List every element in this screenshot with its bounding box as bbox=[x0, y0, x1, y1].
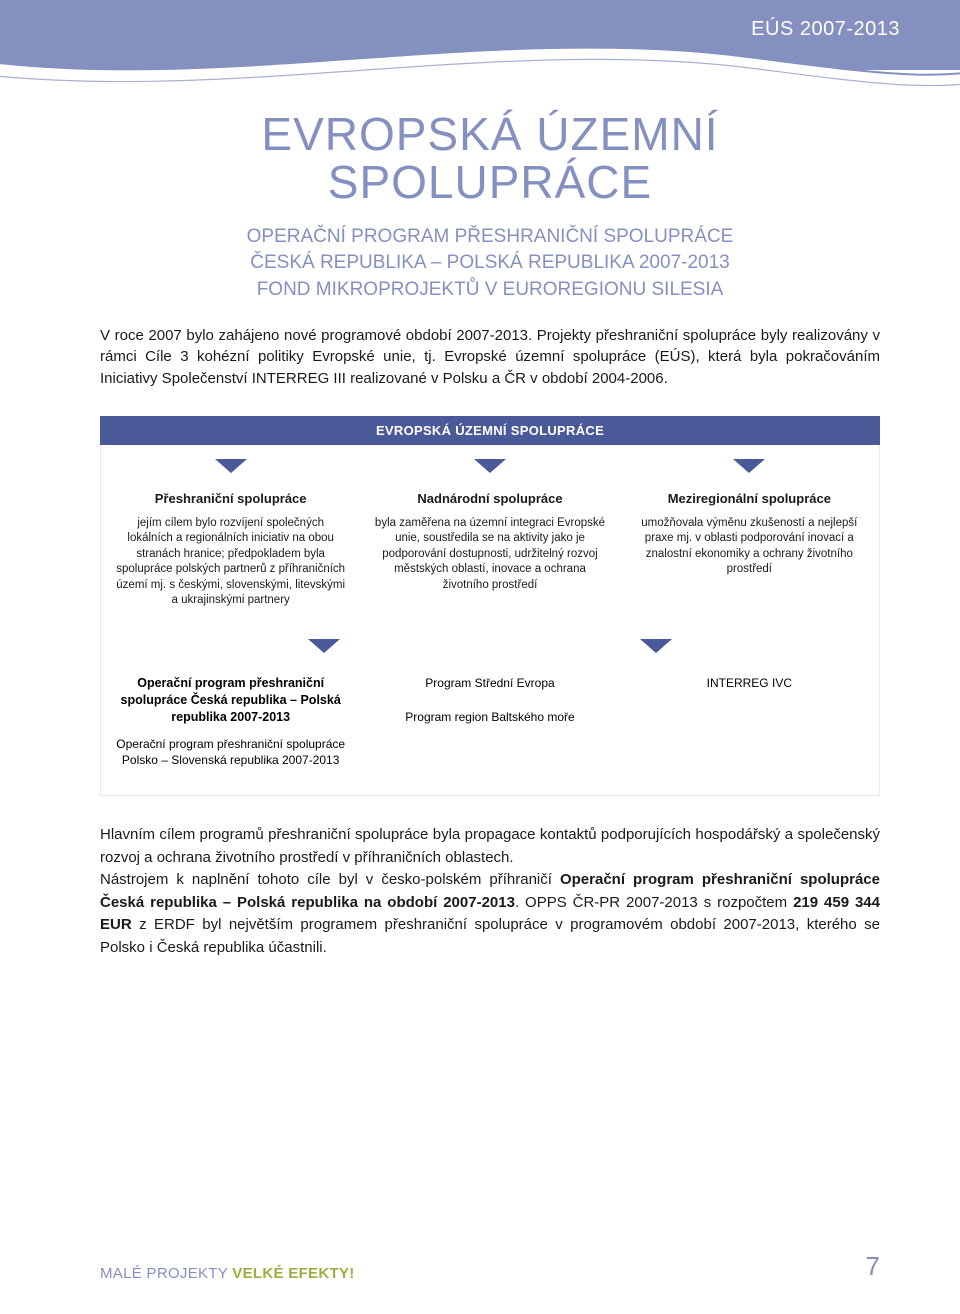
closing-p2c: . OPPS ČR-PR 2007-2013 s rozpočtem bbox=[515, 894, 793, 911]
closing-p2e: z ERDF byl největším programem přeshrani… bbox=[100, 916, 880, 956]
flow-row-1: Přeshraniční spolupráce jejím cílem bylo… bbox=[100, 483, 880, 625]
program-center-b: Program region Baltského moře bbox=[374, 709, 605, 725]
page-number: 7 bbox=[866, 1251, 880, 1282]
closing-p2: Nástrojem k naplnění tohoto cíle byl v č… bbox=[100, 869, 880, 959]
program-right: INTERREG IVC bbox=[634, 675, 865, 691]
col-body: byla zaměřena na územní integraci Evrops… bbox=[374, 516, 605, 594]
col-body: umožňovala výměnu zkušeností a nejlepší … bbox=[634, 516, 865, 578]
flow-col-programs-left: Operační program přeshraniční spolupráce… bbox=[101, 663, 360, 786]
flow-col-crossborder: Přeshraniční spolupráce jejím cílem bylo… bbox=[101, 483, 360, 625]
down-arrow-icon bbox=[640, 639, 672, 653]
flow-row-2: Operační program přeshraniční spolupráce… bbox=[100, 663, 880, 786]
footer-slogan: MALÉ PROJEKTY VELKÉ EFEKTY! bbox=[100, 1265, 355, 1282]
program-name: Operační program přeshraniční spolupráce… bbox=[115, 675, 346, 726]
header-swoosh bbox=[0, 36, 960, 106]
closing-text: Hlavním cílem programů přeshraniční spol… bbox=[100, 824, 880, 959]
flow-col-transnational: Nadnárodní spolupráce byla zaměřena na ú… bbox=[360, 483, 619, 625]
flow-header: EVROPSKÁ ÚZEMNÍ SPOLUPRÁCE bbox=[100, 416, 880, 445]
down-arrow-icon bbox=[308, 639, 340, 653]
arrow-row-2 bbox=[100, 625, 880, 663]
title-line-1: EVROPSKÁ ÚZEMNÍ bbox=[261, 108, 718, 160]
page-content: EVROPSKÁ ÚZEMNÍ SPOLUPRÁCE OPERAČNÍ PROG… bbox=[0, 110, 960, 959]
col-body: jejím cílem bylo rozvíjení společných lo… bbox=[115, 516, 346, 609]
down-arrow-icon bbox=[215, 459, 247, 473]
col-title: Přeshraniční spolupráce bbox=[115, 491, 346, 506]
header-tag: EÚS 2007-2013 bbox=[751, 18, 900, 41]
flow-col-programs-center: Program Střední Evropa Program region Ba… bbox=[360, 663, 619, 786]
title-line-2: SPOLUPRÁCE bbox=[328, 156, 652, 208]
subtitle-3: FOND MIKROPROJEKTŮ V EUROREGIONU SILESIA bbox=[100, 278, 880, 303]
closing-p2a: Nástrojem k naplnění tohoto cíle byl v č… bbox=[100, 871, 560, 888]
closing-p1: Hlavním cílem programů přeshraniční spol… bbox=[100, 824, 880, 869]
subtitle-2: ČESKÁ REPUBLIKA – POLSKÁ REPUBLIKA 2007-… bbox=[100, 251, 880, 276]
footer-text-a: MALÉ PROJEKTY bbox=[100, 1265, 232, 1282]
down-arrow-icon bbox=[474, 459, 506, 473]
flow-col-programs-right: INTERREG IVC bbox=[620, 663, 879, 786]
arrow-row-1 bbox=[100, 445, 880, 483]
page-title: EVROPSKÁ ÚZEMNÍ SPOLUPRÁCE bbox=[100, 110, 880, 207]
program-sub: Operační program přeshraniční spolupráce… bbox=[115, 736, 346, 768]
flowchart: EVROPSKÁ ÚZEMNÍ SPOLUPRÁCE Přeshraniční … bbox=[100, 416, 880, 796]
down-arrow-icon bbox=[733, 459, 765, 473]
intro-paragraph: V roce 2007 bylo zahájeno nové programov… bbox=[100, 325, 880, 390]
page-footer: MALÉ PROJEKTY VELKÉ EFEKTY! 7 bbox=[100, 1251, 880, 1282]
col-title: Nadnárodní spolupráce bbox=[374, 491, 605, 506]
program-center-a: Program Střední Evropa bbox=[374, 675, 605, 691]
col-title: Meziregionální spolupráce bbox=[634, 491, 865, 506]
flow-col-interregional: Meziregionální spolupráce umožňovala vým… bbox=[620, 483, 879, 625]
subtitle-1: OPERAČNÍ PROGRAM PŘESHRANIČNÍ SPOLUPRÁCE bbox=[100, 225, 880, 250]
footer-text-b: VELKÉ EFEKTY! bbox=[232, 1265, 354, 1282]
flow-bottom-border bbox=[100, 786, 880, 796]
